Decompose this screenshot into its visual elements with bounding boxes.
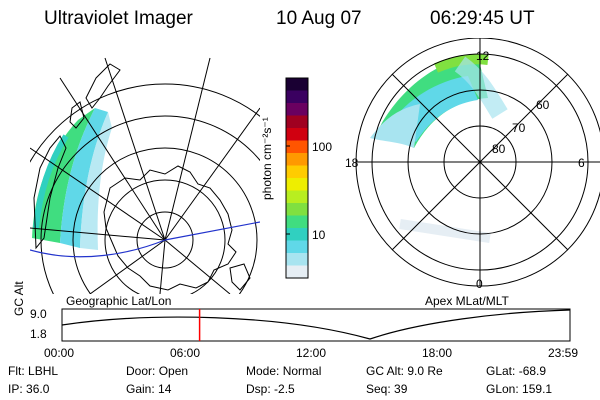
geographic-map	[30, 57, 260, 294]
mlt-label-0: 0	[476, 277, 483, 291]
geographic-caption: Geographic Lat/Lon	[66, 294, 172, 308]
colorbar-tick-100: 100	[312, 140, 333, 154]
altitude-xtick-0: 00:00	[44, 346, 75, 360]
param-glat: GLat: -68.9	[486, 364, 547, 378]
colorbar-cell	[286, 103, 308, 117]
param-gain: Gain: 14	[126, 382, 172, 396]
altitude-plot-frame	[61, 308, 571, 342]
altitude-xtick-4: 23:59	[548, 346, 579, 360]
param-glon: GLon: 159.1	[486, 382, 553, 396]
altitude-curve	[61, 309, 571, 340]
param-gc-alt: GC Alt: 9.0 Re	[366, 364, 443, 378]
aurora-emission-band	[32, 108, 112, 250]
colorbar-cell	[286, 265, 308, 279]
altitude-ytick-high: 9.0	[30, 307, 47, 321]
colorbar-cell	[286, 115, 308, 129]
apex-map	[355, 38, 600, 287]
mlat-label-70: 70	[512, 121, 526, 135]
colorbar-cell	[286, 153, 308, 167]
colorbar-cell	[286, 253, 308, 267]
aurora-oval	[370, 54, 508, 243]
colorbar-cell	[286, 240, 308, 254]
mlt-label-6: 6	[578, 156, 585, 170]
mlt-label-18: 18	[345, 156, 359, 170]
altitude-xtick-1: 06:00	[170, 346, 201, 360]
mlat-label-80: 80	[492, 142, 506, 156]
colorbar-cell	[286, 128, 308, 142]
altitude-panel	[61, 308, 571, 342]
param-filter: Flt: LBHL	[8, 364, 59, 378]
colorbar-cell	[286, 178, 308, 192]
colorbar-unit-label: photon cm⁻²s⁻¹	[260, 117, 274, 200]
meridian-lines	[30, 57, 260, 294]
colorbar-tick-10: 10	[312, 228, 326, 242]
param-dsp: Dsp: -2.5	[246, 382, 295, 396]
colorbar-cell	[286, 90, 308, 104]
time-label: 06:29:45 UT	[430, 8, 535, 29]
colorbar-cell	[286, 78, 308, 92]
altitude-xtick-3: 18:00	[422, 346, 453, 360]
colorbar-cell	[286, 228, 308, 242]
colorbar-cell	[286, 190, 308, 204]
param-seq: Seq: 39	[366, 382, 408, 396]
date-label: 10 Aug 07	[276, 8, 362, 29]
mlt-label-12: 12	[476, 49, 490, 63]
colorbar-cell	[286, 215, 308, 229]
mlat-label-60: 60	[536, 98, 550, 112]
latitude-circles	[30, 83, 260, 294]
colorbar-cell	[286, 203, 308, 217]
apex-caption: Apex MLat/MLT	[425, 294, 509, 308]
colorbar-cell	[286, 165, 308, 179]
param-door: Door: Open	[126, 364, 189, 378]
altitude-ytick-low: 1.8	[30, 327, 47, 341]
instrument-title: Ultraviolet Imager	[44, 8, 193, 29]
param-ip: IP: 36.0	[8, 382, 50, 396]
altitude-ylabel: GC Alt	[12, 281, 26, 316]
colorbar	[285, 77, 309, 279]
altitude-xtick-2: 12:00	[296, 346, 327, 360]
param-mode: Mode: Normal	[246, 364, 322, 378]
coastlines	[33, 63, 251, 291]
orbit-track	[30, 221, 260, 258]
colorbar-cell	[286, 140, 308, 154]
mlt-lines	[356, 38, 600, 286]
